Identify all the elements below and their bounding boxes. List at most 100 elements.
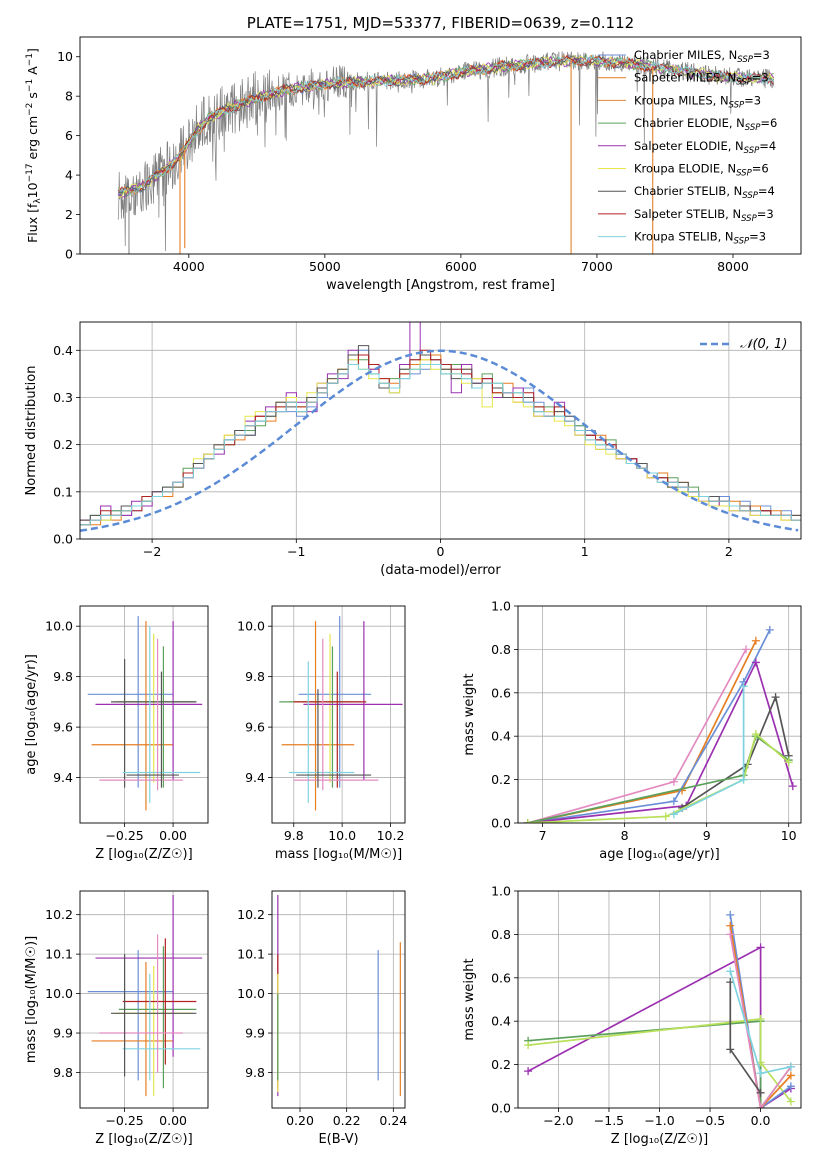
mass_weight_vs_z-ytick-label: 0.2 [491,1057,511,1072]
mass-weight-marker [524,1067,533,1076]
gaussian-curve [80,349,799,532]
residuals-frame [79,321,802,540]
spectrum-ytick-label: 6 [65,128,73,143]
mass_vs_z-errorbars [87,894,203,1097]
legend-label: Kroupa ELODIE, NSSP=6 [634,162,769,179]
legend-label-base: Salpeter STELIB, N [634,207,741,221]
mass-weight-marker [742,645,751,654]
mass-weight-line [729,925,792,1108]
spectrum-ytick-label: 4 [65,168,73,183]
legend-label-base: Kroupa MILES, N [634,93,729,107]
age_vs_mass-frame [271,605,406,824]
mass_vs_z-ytick-label: 9.9 [53,1026,73,1041]
spectrum-ylabel-part: Flux [f [25,203,40,243]
age_vs_z-xlabel: Z [log₁₀(Z/Z☉)] [95,847,192,862]
mass-weight-line [673,686,745,816]
legend-label: Kroupa STELIB, NSSP=3 [634,230,766,247]
age_vs_mass-ytick-label: 9.8 [245,669,265,684]
mass_vs_ebv-ytick-label: 9.9 [245,1026,265,1041]
spectrum-xtick-label: 8000 [717,259,749,274]
mass_weight_vs_z-ytick-label: 0.4 [491,1014,511,1029]
mass_weight_vs_z-ylabel: mass weight [462,958,477,1040]
age_vs_z-ytick-label: 9.6 [53,720,73,735]
mass_vs_ebv-xtick-label: 0.22 [333,1113,361,1128]
gaussian-legend-label: 𝒩(0, 1) [740,337,787,352]
mass_vs_z-xtick-label: −0.25 [105,1113,143,1128]
mass-weight-marker [739,775,748,784]
legend-label-base: Salpeter MILES, N [634,71,736,85]
mass_weight_vs_age-ylabel: mass weight [462,673,477,755]
residuals-xlabel: (data-model)/error [380,563,501,578]
spectrum-ylabel-part: erg cm [25,116,40,164]
mass-weight-line [527,629,771,823]
mass_weight_vs_z-xtick-label: −1.0 [644,1113,674,1128]
mass_vs_z-ytick-label: 9.8 [53,1065,73,1080]
mass_vs_ebv-xtick-label: 0.20 [286,1113,314,1128]
age_vs_z-ylabel: age [log₁₀(age/yr)] [24,654,39,775]
spectrum-ylabel-part: −1 [25,53,35,66]
spectrum-xtick-label: 7000 [581,259,613,274]
spectrum-model-line [118,55,774,195]
mass_weight_vs_age-ytick-label: 0.8 [491,642,511,657]
mass_weight_vs_z-frame [517,890,802,1109]
mass-weight-marker [756,1088,765,1097]
mass_weight_vs_z-ytick-label: 1.0 [491,884,511,899]
mass_vs_ebv-ytick-label: 10.0 [237,986,265,1001]
mass-weight-marker [751,730,760,739]
age_vs_mass-xtick-label: 10.0 [328,828,356,843]
legend-label-sub: SSP [742,191,758,201]
mass_weight_vs_age-frame [517,605,802,824]
mass_vs_ebv-frame [271,890,406,1109]
age_vs_mass-errorbars [279,616,403,811]
mass-weight-marker [669,810,678,819]
mass-weight-marker [726,1045,735,1054]
legend-label-tail: =3 [757,207,774,221]
mass-weight-marker [739,682,748,691]
mass_weight_vs_age-ytick-label: 0.0 [491,816,511,831]
mass-weight-marker [765,625,774,634]
mass-weight-marker [726,967,735,976]
mass_vs_z-ylabel: mass [log₁₀(M/M☉)] [24,936,39,1063]
mass_vs_ebv-axes: 0.20 0.22 0.24 9.8 9.9 10.0 10.1 10.2 E(B-V) [237,891,407,1147]
mass-weight-marker [756,1069,765,1078]
spectrum-ylabel-part: 10 [25,182,40,198]
legend-label-tail: =4 [758,184,775,198]
mass-weight-marker [756,1104,765,1108]
spectrum-xtick-label: 4000 [173,259,205,274]
mass-weight-marker [786,1071,795,1080]
legend-label-tail: =3 [752,71,769,85]
mass-weight-marker [751,636,760,645]
legend-label-sub: SSP [734,237,750,247]
age_vs_z-ytick-label: 9.8 [53,669,73,684]
mass-weight-line [729,914,792,1108]
age_vs_mass-xtick-label: 10.2 [377,828,405,843]
spectrum-ytick-label: 0 [65,247,73,262]
mass-weight-marker [788,782,797,791]
spectrum-xlabel: wavelength [Angstrom, rest frame] [326,278,555,293]
mass-weight-marker [669,777,678,786]
legend-label-sub: SSP [741,214,757,224]
residuals-xtick-label: 0 [437,544,445,559]
mass_weight_vs_age-xtick-label: 9 [703,828,711,843]
age_vs_z-errorbars [87,616,203,811]
mass_weight_vs_age-lines [523,625,797,823]
mass-weight-marker [524,1041,533,1050]
mass_vs_ebv-ytick-label: 10.1 [237,947,265,962]
residuals-ylabel: Normed distribution [24,366,39,496]
spectrum-ylabel-part: −17 [25,163,35,182]
mass_weight_vs_age-xtick-label: 7 [539,828,547,843]
legend-label-sub: SSP [744,146,760,156]
mass_vs_z-frame [79,890,209,1109]
mass_weight_vs_z-ytick-label: 0.8 [491,927,511,942]
spectrum-data-line [117,51,775,252]
legend-label-base: Kroupa ELODIE, N [634,162,736,176]
age_vs_z-xtick-label: 0.00 [159,828,187,843]
residuals-ytick-label: 0.3 [53,390,73,405]
legend-label-sub: SSP [737,55,753,65]
mass_vs_ebv-ytick-label: 9.8 [245,1065,265,1080]
spectrum-ylabel-part: A [25,66,40,79]
mass-weight-marker [751,658,760,667]
mass_weight_vs_z-ytick-label: 0.6 [491,970,511,985]
mass-weight-marker [786,1062,795,1071]
mass-weight-line [527,660,794,823]
